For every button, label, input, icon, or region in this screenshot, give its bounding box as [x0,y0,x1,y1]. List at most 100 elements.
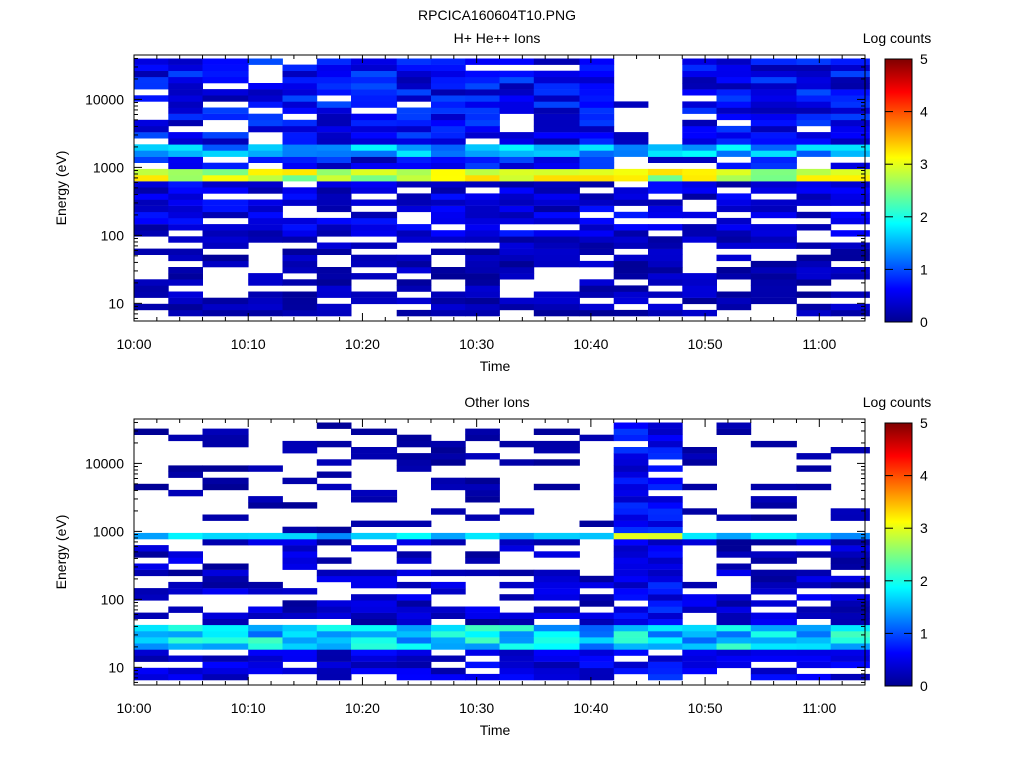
heatmap-cell [682,230,717,237]
heatmap-cell [796,575,832,583]
heatmap-cell [579,303,615,311]
heatmap-cell [168,211,203,219]
heatmap-cell [682,447,717,454]
heatmap-cell [431,95,466,102]
heatmap-cell [579,291,615,298]
heatmap-cell [750,588,797,595]
heatmap-cell [830,144,870,151]
heatmap-cell [282,193,318,200]
heatmap-cell [396,119,432,127]
heatmap-cell [613,637,649,644]
y-tick-label: 10 [108,295,124,311]
heatmap-cell [134,119,169,127]
heatmap-cell [533,655,580,662]
heatmap-cell [168,181,203,188]
heatmap-cell [431,297,466,305]
heatmap-cell [351,600,398,607]
heatmap-cell [613,254,649,262]
heatmap-cell [351,168,398,176]
heatmap-cell [796,242,832,249]
heatmap-cell [431,581,466,589]
y-axis: 10 100 1000 10000 [85,57,865,319]
heatmap-cell [465,279,500,286]
heatmap-cell [134,199,169,206]
heatmap-cell [716,631,752,638]
heatmap-cell [248,205,283,213]
heatmap-cell [499,440,535,448]
heatmap-cell [796,138,832,145]
heatmap-cell [579,83,615,90]
heatmap-cell [351,64,398,71]
y-axis-label: Energy (eV) [53,151,69,226]
heatmap-cell [533,447,580,454]
heatmap-cell [465,569,500,577]
heatmap-cell [465,211,500,219]
heatmap-cell [465,156,500,163]
heatmap-cell [351,211,398,219]
heatmap-cell [499,303,535,311]
heatmap-cell [316,532,352,540]
heatmap-cell [682,453,717,460]
heatmap-cell [579,230,615,237]
heatmap-cell [796,673,832,681]
heatmap-cell [830,532,870,540]
heatmap-cell [830,303,870,311]
heatmap-cell [499,631,535,638]
heatmap-cell [282,224,318,231]
heatmap-cell [431,637,466,644]
heatmap-cell [716,569,752,577]
heatmap-cell [750,101,797,108]
heatmap-cell [168,624,203,632]
heatmap-cell [168,150,203,157]
heatmap-cell [796,581,832,589]
heatmap-cell [134,563,169,570]
heatmap-cell [716,70,752,78]
heatmap-cell [796,303,832,311]
heatmap-cell [648,643,683,650]
heatmap-cell [648,236,683,243]
heatmap-cell [134,612,169,619]
heatmap-cell [248,236,283,243]
heatmap-cell [351,606,398,613]
heatmap-cell [316,624,352,632]
heatmap-cell [648,273,683,280]
heatmap-cell [579,434,615,442]
heatmap-cell [282,236,318,243]
heatmap-cell [396,267,432,274]
x-tick-label: 10:20 [345,336,380,352]
heatmap-cell [613,514,649,521]
heatmap-cell [533,643,580,650]
heatmap-cell [682,150,717,157]
heatmap-cell [134,70,169,78]
heatmap-cell [796,649,832,656]
heatmap-cell [134,551,169,558]
heatmap-cell [202,643,249,650]
heatmap-cell [396,95,432,102]
heatmap-cell [750,267,797,274]
x-tick-label: 10:20 [345,700,380,716]
heatmap-cell [830,64,870,71]
heatmap-cell [202,113,249,121]
heatmap-cell [499,612,535,619]
heatmap-cell [648,260,683,268]
heatmap-cell [499,267,535,274]
heatmap-cell [750,76,797,84]
heatmap-cell [682,64,717,71]
heatmap-cell [796,175,832,182]
heatmap-cell [613,168,649,176]
heatmap-cell [248,502,283,509]
panel-other-ions: Other Ions 10:00 10:10 10:20 10:30 10:40 10:5… [53,394,931,738]
heatmap-cell [282,447,318,454]
heatmap-cell [351,76,398,84]
heatmap-cell [613,594,649,601]
heatmap-cell [682,309,717,317]
heatmap-cell [750,181,797,188]
heatmap-cell [168,465,203,472]
heatmap-cell [431,113,466,121]
heatmap-cell [499,661,535,669]
heatmap-cell [750,260,797,268]
heatmap-cell [316,70,352,78]
heatmap-cell [830,545,870,552]
heatmap-cell [499,637,535,644]
heatmap-cell [465,175,500,182]
